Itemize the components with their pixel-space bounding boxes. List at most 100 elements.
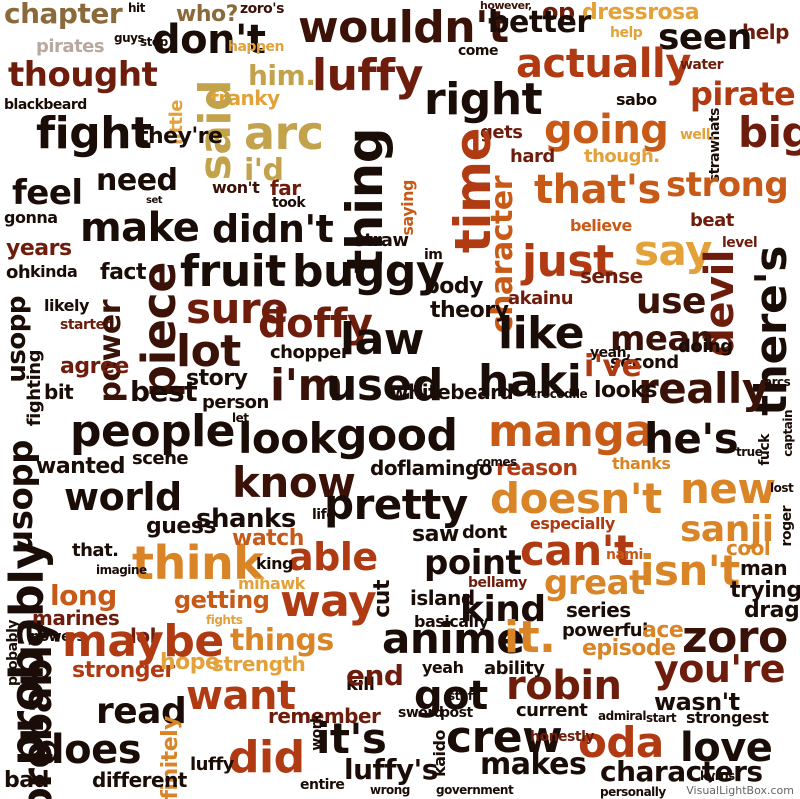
word: chopper xyxy=(270,342,350,363)
word: doing xyxy=(678,336,733,357)
word: help xyxy=(742,20,789,44)
word: pirates xyxy=(36,36,105,57)
word: second xyxy=(610,352,679,373)
word: basically xyxy=(414,612,489,631)
word: come xyxy=(458,43,499,59)
word: cut xyxy=(370,580,395,618)
word: work xyxy=(309,714,325,751)
word: used xyxy=(326,360,443,411)
word: trying xyxy=(730,578,800,603)
word: better xyxy=(488,5,591,40)
word: usopp xyxy=(1,440,41,554)
word: fight xyxy=(36,108,152,159)
word: say xyxy=(634,226,712,275)
word: bellamy xyxy=(468,575,527,591)
word: makes xyxy=(480,747,587,782)
word: right xyxy=(424,74,543,125)
word: getting xyxy=(174,586,270,614)
word: new xyxy=(680,464,776,513)
word: really xyxy=(638,364,769,413)
word: things xyxy=(230,623,334,658)
word: lot xyxy=(176,326,241,377)
word: powers xyxy=(30,629,85,645)
word: op xyxy=(542,0,575,26)
word: read xyxy=(96,691,187,732)
word: start xyxy=(646,711,677,725)
word: kaido xyxy=(430,730,449,777)
word: wrong xyxy=(370,783,410,797)
word: happen xyxy=(228,39,284,55)
word: luffy xyxy=(190,754,234,775)
word: kind xyxy=(460,589,546,630)
word: thought xyxy=(8,55,158,95)
word: fighting xyxy=(24,350,45,427)
word: long xyxy=(50,579,117,612)
word: sabo xyxy=(616,90,657,109)
word: look xyxy=(238,414,337,463)
word: stuff xyxy=(448,689,478,703)
word: set xyxy=(146,195,163,206)
word: actually xyxy=(516,41,691,87)
word: dont xyxy=(462,522,507,543)
word: though. xyxy=(584,146,660,167)
word: like xyxy=(498,308,585,359)
word: fruit xyxy=(180,246,286,297)
word: watch xyxy=(232,526,304,551)
word: thanks xyxy=(612,454,671,473)
word: started xyxy=(60,317,115,333)
word: sanji xyxy=(680,509,774,550)
word: different xyxy=(92,768,187,792)
word: well. xyxy=(680,127,715,143)
word: crocodile xyxy=(530,387,588,401)
word: imagine xyxy=(96,563,147,577)
word: true xyxy=(736,445,763,459)
word: maybe xyxy=(62,616,224,667)
word: dressrosa xyxy=(582,0,700,25)
word: mean xyxy=(610,319,714,359)
word: want xyxy=(186,673,296,719)
word: hope xyxy=(160,650,220,675)
word: wasn't xyxy=(654,688,740,716)
word: make xyxy=(80,205,200,251)
word: guys xyxy=(114,31,145,45)
watermark[interactable]: VisualLightBox.com xyxy=(684,784,796,797)
word: franky xyxy=(210,86,280,110)
word: end xyxy=(346,659,404,692)
word: remember xyxy=(268,704,381,728)
word: luffy's xyxy=(344,753,438,786)
word: mihawk xyxy=(238,574,305,593)
word: did xyxy=(228,732,305,783)
word: saw xyxy=(412,522,459,547)
word: hard xyxy=(510,146,555,167)
word: chapter xyxy=(4,0,123,30)
word: does xyxy=(36,727,142,773)
word: won't xyxy=(212,178,260,197)
word: world xyxy=(64,475,182,519)
word: sure xyxy=(186,284,289,333)
word: nami xyxy=(606,547,643,563)
word: can't xyxy=(520,526,634,575)
word: way xyxy=(280,576,377,627)
word: buggy xyxy=(292,246,445,297)
word: island xyxy=(410,586,475,610)
word: seen xyxy=(658,17,752,58)
word: wouldn't xyxy=(298,2,509,53)
word: cool xyxy=(726,536,771,560)
word: got xyxy=(414,673,488,719)
word: strongest xyxy=(686,708,769,727)
word: especially xyxy=(530,514,615,533)
word: sword xyxy=(398,705,444,721)
word: he's xyxy=(644,414,739,463)
word: series xyxy=(566,598,631,622)
word: i'm xyxy=(270,360,343,411)
word: marines xyxy=(32,606,120,630)
word: i've xyxy=(584,349,642,384)
word: current xyxy=(516,700,588,721)
word: him. xyxy=(248,59,316,92)
word: zoro's xyxy=(240,1,284,17)
word: know xyxy=(232,458,356,507)
word: story xyxy=(186,366,248,391)
word: man xyxy=(740,556,788,580)
word: power xyxy=(93,300,128,403)
word: personally xyxy=(600,785,666,799)
